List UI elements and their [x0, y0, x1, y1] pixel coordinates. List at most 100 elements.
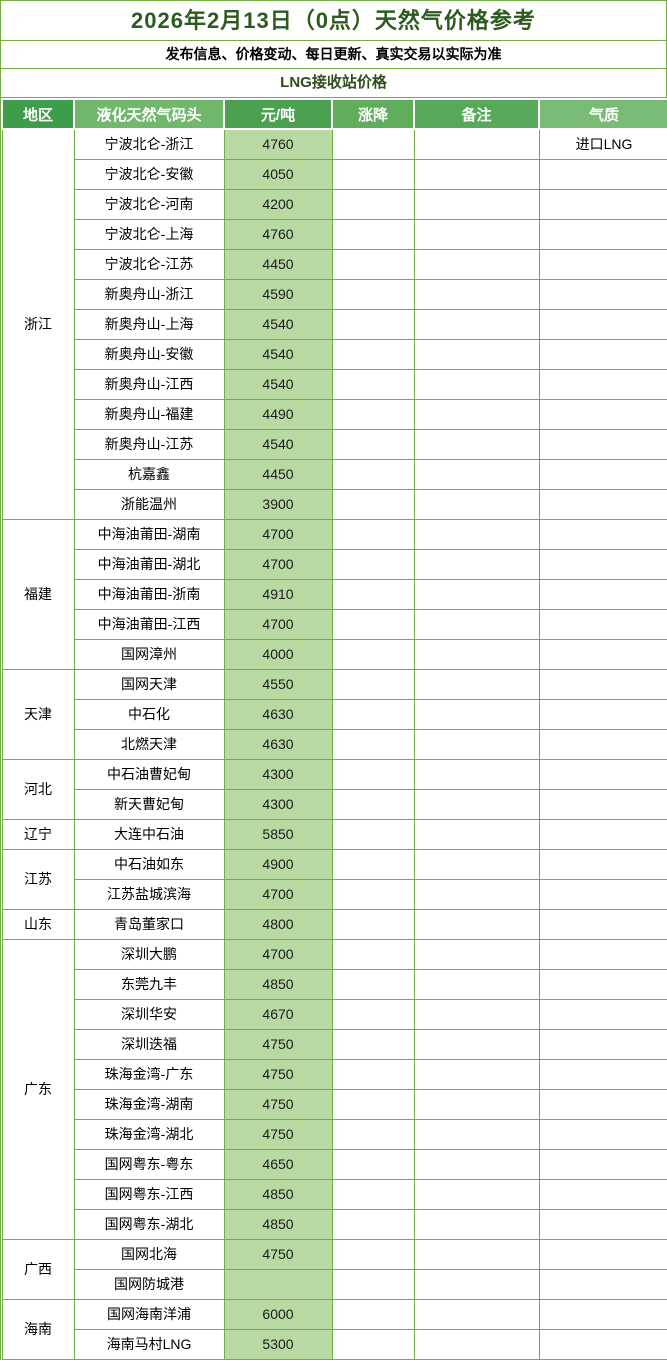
price-cell: 3900	[223, 488, 333, 520]
quality-cell	[538, 758, 667, 790]
terminal-cell: 东莞九丰	[73, 968, 225, 1000]
terminal-cell: 浙能温州	[73, 488, 225, 520]
region-label: 广东	[1, 938, 75, 1240]
price-cell: 4700	[223, 518, 333, 550]
price-cell: 4670	[223, 998, 333, 1030]
terminal-cell: 新天曹妃甸	[73, 788, 225, 820]
note-cell	[413, 1328, 540, 1360]
quality-cell	[538, 938, 667, 970]
quality-cell	[538, 1298, 667, 1330]
quality-cell	[538, 338, 667, 370]
note-cell	[413, 1028, 540, 1060]
terminal-cell: 宁波北仑-安徽	[73, 158, 225, 190]
table-row: 国网粤东-粤东 4650	[2, 1148, 667, 1180]
column-header-change: 涨降	[331, 98, 415, 130]
quality-cell	[538, 668, 667, 700]
terminal-cell: 青岛董家口	[73, 908, 225, 940]
terminal-cell: 珠海金湾-湖北	[73, 1118, 225, 1150]
price-cell: 4700	[223, 608, 333, 640]
table-row: 广西 国网北海 4750	[1, 1238, 667, 1300]
note-cell	[413, 1268, 540, 1300]
quality-cell	[538, 188, 667, 220]
change-cell	[331, 428, 415, 460]
price-cell: 4300	[223, 758, 333, 790]
region-label: 山东	[1, 908, 75, 940]
terminal-cell: 宁波北仑-江苏	[73, 248, 225, 280]
region-label: 江苏	[1, 848, 75, 910]
terminal-cell: 中石油如东	[73, 848, 225, 880]
change-cell	[331, 158, 415, 190]
note-cell	[413, 428, 540, 460]
price-cell	[223, 1268, 333, 1300]
note-cell	[413, 578, 540, 610]
terminal-cell: 深圳大鹏	[73, 938, 225, 970]
table-row: 国网粤东-江西 4850	[2, 1178, 667, 1210]
note-cell	[413, 1148, 540, 1180]
note-cell	[413, 1058, 540, 1090]
note-cell	[413, 248, 540, 280]
price-cell: 4850	[223, 1178, 333, 1210]
change-cell	[331, 848, 415, 880]
change-cell	[331, 908, 415, 940]
terminal-cell: 深圳迭福	[73, 1028, 225, 1060]
column-header-quality: 气质	[538, 98, 667, 130]
table-row: 浙能温州 3900	[2, 488, 667, 520]
note-cell	[413, 158, 540, 190]
note-cell	[413, 1088, 540, 1120]
terminal-cell: 杭嘉鑫	[73, 458, 225, 490]
change-cell	[331, 458, 415, 490]
table-row: 宁波北仑-江苏 4450	[2, 248, 667, 280]
change-cell	[331, 638, 415, 670]
quality-cell	[538, 1238, 667, 1270]
note-cell	[413, 218, 540, 250]
note-cell	[413, 1298, 540, 1330]
change-cell	[331, 758, 415, 790]
region-label: 浙江	[1, 128, 75, 520]
table-row: 新奥舟山-浙江 4590	[2, 278, 667, 310]
note-cell	[413, 128, 540, 160]
price-cell: 4800	[223, 908, 333, 940]
terminal-cell: 新奥舟山-福建	[73, 398, 225, 430]
price-cell: 4850	[223, 1208, 333, 1240]
terminal-cell: 珠海金湾-湖南	[73, 1088, 225, 1120]
change-cell	[331, 338, 415, 370]
note-cell	[413, 1178, 540, 1210]
quality-cell	[538, 548, 667, 580]
change-cell	[331, 818, 415, 850]
change-cell	[331, 578, 415, 610]
column-header-terminal: 液化天然气码头	[73, 98, 225, 130]
quality-cell	[538, 1328, 667, 1360]
column-header-note: 备注	[413, 98, 540, 130]
change-cell	[331, 188, 415, 220]
table-row: 国网粤东-湖北 4850	[2, 1208, 667, 1240]
price-cell: 4490	[223, 398, 333, 430]
table-row: 江苏盐城滨海 4700	[2, 878, 667, 910]
terminal-cell: 中石油曹妃甸	[73, 758, 225, 790]
note-cell	[413, 1238, 540, 1270]
table-row: 新奥舟山-上海 4540	[2, 308, 667, 340]
terminal-cell: 新奥舟山-浙江	[73, 278, 225, 310]
price-cell: 4700	[223, 878, 333, 910]
table-row: 中海油莆田-江西 4700	[2, 608, 667, 640]
note-cell	[413, 878, 540, 910]
quality-cell	[538, 368, 667, 400]
change-cell	[331, 368, 415, 400]
quality-cell	[538, 458, 667, 490]
table-row: 天津 国网天津 4550	[1, 668, 667, 760]
change-cell	[331, 788, 415, 820]
terminal-cell: 宁波北仑-浙江	[73, 128, 225, 160]
table-header-row: 地区 液化天然气码头 元/吨 涨降 备注 气质	[1, 98, 667, 130]
table-row: 东莞九丰 4850	[2, 968, 667, 1000]
price-cell: 4750	[223, 1118, 333, 1150]
table-row: 北燃天津 4630	[2, 728, 667, 760]
table-row: 中海油莆田-湖北 4700	[2, 548, 667, 580]
note-cell	[413, 698, 540, 730]
column-header-price: 元/吨	[223, 98, 333, 130]
change-cell	[331, 398, 415, 430]
quality-cell: 进口LNG	[538, 128, 667, 160]
note-cell	[413, 848, 540, 880]
quality-cell	[538, 908, 667, 940]
terminal-cell: 新奥舟山-安徽	[73, 338, 225, 370]
note-cell	[413, 398, 540, 430]
terminal-cell: 新奥舟山-江西	[73, 368, 225, 400]
